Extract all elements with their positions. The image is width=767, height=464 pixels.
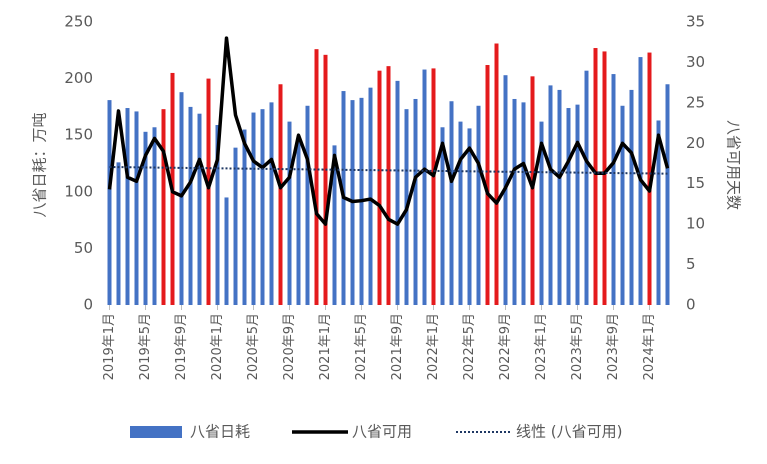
bar — [620, 105, 625, 305]
y2-tick-label: 35 — [686, 13, 705, 31]
bar — [161, 109, 166, 305]
bar — [287, 121, 292, 305]
bar — [278, 84, 283, 305]
bar — [593, 48, 598, 305]
bar — [323, 54, 328, 305]
x-tick-label: 2021年9月 — [390, 313, 405, 380]
bar — [467, 128, 472, 305]
bar — [215, 125, 220, 306]
bar — [512, 98, 517, 305]
y-axis-label: 八省日耗：万吨 — [31, 112, 49, 217]
y-tick-label: 50 — [74, 239, 93, 257]
bar — [251, 112, 256, 305]
bar — [179, 92, 184, 306]
bar — [386, 66, 391, 305]
bar — [413, 98, 418, 305]
bar — [197, 113, 202, 305]
x-tick-label: 2019年9月 — [174, 313, 189, 380]
bar — [224, 197, 229, 305]
bar — [647, 52, 652, 306]
bar — [440, 127, 445, 305]
bar — [242, 129, 247, 305]
bar — [611, 74, 616, 306]
legend-swatch — [130, 426, 182, 438]
x-tick-label: 2020年1月 — [210, 313, 225, 380]
trend-line — [109, 166, 668, 175]
y2-tick-label: 10 — [686, 215, 705, 233]
bar — [368, 87, 373, 305]
bar — [485, 65, 490, 306]
y2-tick-label: 5 — [686, 255, 696, 273]
bar — [476, 105, 481, 305]
bar — [269, 102, 274, 305]
x-tick-label: 2023年5月 — [570, 313, 585, 380]
y-tick-label: 150 — [64, 126, 93, 144]
y-tick-label: 0 — [83, 296, 93, 314]
x-tick-label: 2022年9月 — [498, 313, 513, 380]
y2-tick-label: 0 — [686, 296, 696, 314]
y2-tick-label: 30 — [686, 53, 705, 71]
x-tick-label: 2019年5月 — [138, 313, 153, 380]
bar — [206, 78, 211, 305]
bar — [296, 140, 301, 305]
bar — [305, 105, 310, 305]
bar — [233, 147, 238, 305]
x-tick-label: 2020年9月 — [282, 313, 297, 380]
bar — [557, 89, 562, 305]
bar — [629, 89, 634, 305]
bar — [377, 70, 382, 306]
x-tick-label: 2021年1月 — [318, 313, 333, 380]
bar — [431, 68, 436, 305]
y2-axis-label: 八省可用天数 — [725, 120, 743, 210]
bar — [134, 111, 139, 305]
x-tick-label: 2023年1月 — [534, 313, 549, 380]
bar — [314, 49, 319, 305]
bar — [422, 69, 427, 305]
bar — [125, 108, 130, 305]
bar — [395, 80, 400, 305]
x-tick-label: 2022年5月 — [462, 313, 477, 380]
bar — [116, 162, 121, 305]
legend-label: 八省日耗 — [190, 423, 250, 441]
bar — [566, 108, 571, 305]
bar — [143, 131, 148, 305]
bar — [107, 100, 112, 305]
y2-tick-label: 25 — [686, 93, 705, 111]
bar — [332, 145, 337, 305]
y-tick-label: 200 — [64, 69, 93, 87]
x-tick-label: 2019年1月 — [102, 313, 117, 380]
x-tick-label: 2024年1月 — [642, 313, 657, 380]
x-tick-label: 2021年5月 — [354, 313, 369, 380]
y2-tick-label: 20 — [686, 134, 705, 152]
bar — [665, 84, 670, 305]
y-tick-label: 100 — [64, 182, 93, 200]
bar — [584, 70, 589, 306]
bar — [521, 102, 526, 305]
bar — [656, 120, 661, 305]
bar — [539, 121, 544, 305]
bar — [260, 109, 265, 305]
x-tick-label: 2023年9月 — [606, 313, 621, 380]
bar — [152, 127, 157, 305]
bar — [449, 101, 454, 306]
bar — [530, 76, 535, 305]
legend-label: 线性 (八省可用) — [516, 423, 622, 441]
x-tick-label: 2020年5月 — [246, 313, 261, 380]
y2-tick-label: 15 — [686, 174, 705, 192]
x-tick-label: 2022年1月 — [426, 313, 441, 380]
bar — [548, 85, 553, 305]
bar — [494, 43, 499, 306]
bar — [458, 121, 463, 305]
legend-label: 八省可用 — [352, 423, 412, 441]
bar — [188, 106, 193, 306]
bar — [602, 51, 607, 305]
y-tick-label: 250 — [64, 13, 93, 31]
bar — [575, 104, 580, 305]
